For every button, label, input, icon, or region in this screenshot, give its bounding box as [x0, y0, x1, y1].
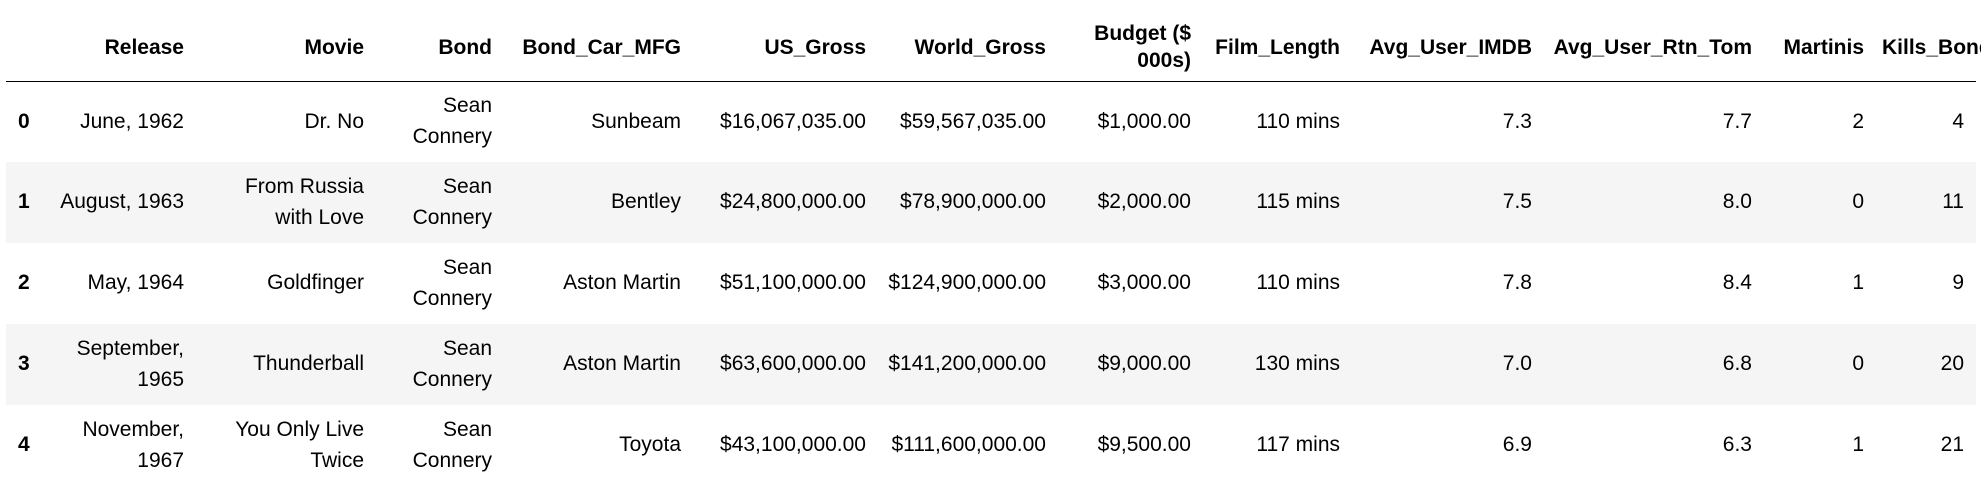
cell-world-gross: $141,200,000.00: [888, 352, 1046, 376]
cell-world-gross: $111,600,000.00: [891, 433, 1046, 457]
cell-bond-car-mfg: Aston Martin: [563, 352, 681, 376]
header-row: Release Movie Bond Bond_Car_MFG US_Gross…: [6, 14, 1981, 82]
cell-us-gross: $43,100,000.00: [720, 433, 866, 457]
row-index: 1: [18, 190, 30, 214]
header-kills-bond: Kills_Bond: [1876, 14, 1981, 82]
header-world-gross: World_Gross: [878, 14, 1058, 82]
cell-movie: From Russia with Love: [244, 175, 364, 229]
table-row: 1 August, 1963 From Russia with Love Sea…: [6, 162, 1976, 244]
cell-avg-user-imdb: 7.5: [1502, 190, 1532, 214]
cell-film-length: 115 mins: [1256, 190, 1340, 214]
cell-martinis: 0: [1852, 190, 1864, 214]
cell-avg-user-rtn-tom: 7.7: [1722, 109, 1752, 133]
cell-avg-user-rtn-tom: 6.8: [1722, 352, 1752, 376]
header-index: [6, 14, 44, 82]
cell-kills-bond: 11: [1942, 190, 1964, 214]
header-us-gross: US_Gross: [693, 14, 878, 82]
cell-film-length: 110 mins: [1256, 271, 1340, 295]
cell-avg-user-imdb: 6.9: [1502, 433, 1532, 457]
cell-budget: $9,000.00: [1097, 352, 1191, 376]
cell-movie: Dr. No: [304, 109, 364, 133]
table-header: Release Movie Bond Bond_Car_MFG US_Gross…: [6, 14, 1981, 82]
cell-film-length: 110 mins: [1256, 109, 1340, 133]
cell-movie: Thunderball: [253, 352, 364, 376]
cell-martinis: 1: [1852, 271, 1864, 295]
cell-bond: Sean Connery: [412, 94, 492, 148]
dataframe-output: Release Movie Bond Bond_Car_MFG US_Gross…: [6, 14, 1981, 487]
cell-bond-car-mfg: Aston Martin: [563, 271, 681, 295]
cell-release: August, 1963: [60, 190, 184, 214]
row-index: 3: [18, 352, 30, 376]
cell-avg-user-imdb: 7.3: [1502, 109, 1532, 133]
table-row: 3 September, 1965 Thunderball Sean Conne…: [6, 324, 1976, 406]
cell-us-gross: $51,100,000.00: [720, 271, 866, 295]
cell-bond: Sean Connery: [412, 337, 492, 391]
table-row: 0 June, 1962 Dr. No Sean Connery Sunbeam…: [6, 81, 1976, 163]
header-martinis: Martinis: [1764, 14, 1876, 82]
cell-bond: Sean Connery: [412, 175, 492, 229]
cell-avg-user-imdb: 7.0: [1502, 352, 1532, 376]
header-avg-user-imdb: Avg_User_IMDB: [1352, 14, 1544, 82]
cell-bond: Sean Connery: [412, 256, 492, 310]
cell-us-gross: $24,800,000.00: [720, 190, 866, 214]
cell-bond-car-mfg: Toyota: [619, 433, 681, 457]
header-bond: Bond: [376, 14, 504, 82]
dataframe-table: Release Movie Bond Bond_Car_MFG US_Gross…: [6, 14, 1981, 487]
cell-avg-user-rtn-tom: 8.4: [1722, 271, 1752, 295]
cell-martinis: 2: [1852, 109, 1864, 133]
cell-bond: Sean Connery: [412, 418, 492, 472]
cell-bond-car-mfg: Sunbeam: [591, 109, 681, 133]
table-body: 0 June, 1962 Dr. No Sean Connery Sunbeam…: [6, 81, 1976, 487]
header-budget: Budget ($ 000s): [1058, 14, 1203, 82]
cell-release: September, 1965: [76, 337, 184, 391]
cell-martinis: 1: [1852, 433, 1864, 457]
table-row: 2 May, 1964 Goldfinger Sean Connery Asto…: [6, 243, 1976, 325]
header-release: Release: [44, 14, 196, 82]
cell-avg-user-imdb: 7.8: [1502, 271, 1532, 295]
header-movie: Movie: [196, 14, 376, 82]
cell-film-length: 117 mins: [1256, 433, 1340, 457]
cell-kills-bond: 21: [1940, 433, 1964, 457]
header-film-length: Film_Length: [1203, 14, 1352, 82]
row-index: 2: [18, 271, 30, 295]
cell-bond-car-mfg: Bentley: [610, 190, 681, 214]
cell-release: June, 1962: [80, 109, 184, 133]
cell-budget: $2,000.00: [1097, 190, 1191, 214]
cell-budget: $3,000.00: [1097, 271, 1191, 295]
cell-film-length: 130 mins: [1254, 352, 1340, 376]
cell-budget: $1,000.00: [1097, 109, 1191, 133]
cell-kills-bond: 4: [1952, 109, 1964, 133]
cell-kills-bond: 20: [1940, 352, 1964, 376]
row-index: 4: [18, 433, 30, 457]
header-avg-user-rtn-tom: Avg_User_Rtn_Tom: [1544, 14, 1764, 82]
cell-avg-user-rtn-tom: 6.3: [1722, 433, 1752, 457]
cell-world-gross: $78,900,000.00: [900, 190, 1046, 214]
cell-martinis: 0: [1852, 352, 1864, 376]
cell-kills-bond: 9: [1952, 271, 1964, 295]
cell-world-gross: $124,900,000.00: [888, 271, 1046, 295]
cell-release: November, 1967: [82, 418, 184, 472]
row-index: 0: [18, 109, 30, 133]
table-row: 4 November, 1967 You Only Live Twice Sea…: [6, 405, 1976, 487]
cell-release: May, 1964: [87, 271, 185, 295]
cell-us-gross: $63,600,000.00: [720, 352, 866, 376]
cell-movie: You Only Live Twice: [235, 418, 364, 472]
cell-movie: Goldfinger: [267, 271, 364, 295]
cell-us-gross: $16,067,035.00: [720, 109, 866, 133]
cell-budget: $9,500.00: [1097, 433, 1191, 457]
cell-world-gross: $59,567,035.00: [900, 109, 1046, 133]
cell-avg-user-rtn-tom: 8.0: [1722, 190, 1752, 214]
header-bond-car-mfg: Bond_Car_MFG: [504, 14, 693, 82]
